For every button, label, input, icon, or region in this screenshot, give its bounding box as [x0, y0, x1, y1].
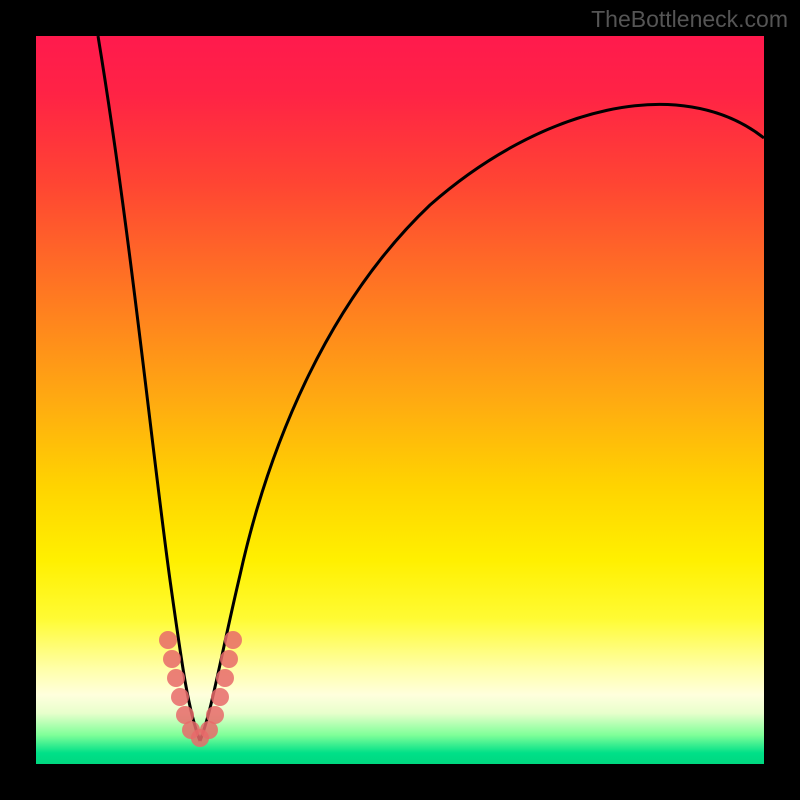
- chart-container: TheBottleneck.com: [0, 0, 800, 800]
- marker-point: [211, 688, 229, 706]
- marker-point: [224, 631, 242, 649]
- marker-point: [159, 631, 177, 649]
- marker-point: [220, 650, 238, 668]
- marker-point: [163, 650, 181, 668]
- marker-point: [206, 706, 224, 724]
- marker-point: [171, 688, 189, 706]
- attribution-text: TheBottleneck.com: [591, 6, 788, 33]
- plot-area: [36, 36, 764, 764]
- marker-point: [216, 669, 234, 687]
- marker-point: [167, 669, 185, 687]
- bottleneck-chart: [0, 0, 800, 800]
